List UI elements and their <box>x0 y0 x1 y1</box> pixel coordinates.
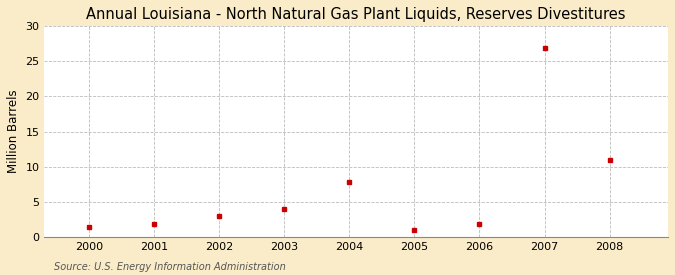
Title: Annual Louisiana - North Natural Gas Plant Liquids, Reserves Divestitures: Annual Louisiana - North Natural Gas Pla… <box>86 7 626 22</box>
Text: Source: U.S. Energy Information Administration: Source: U.S. Energy Information Administ… <box>54 262 286 272</box>
Y-axis label: Million Barrels: Million Barrels <box>7 90 20 174</box>
